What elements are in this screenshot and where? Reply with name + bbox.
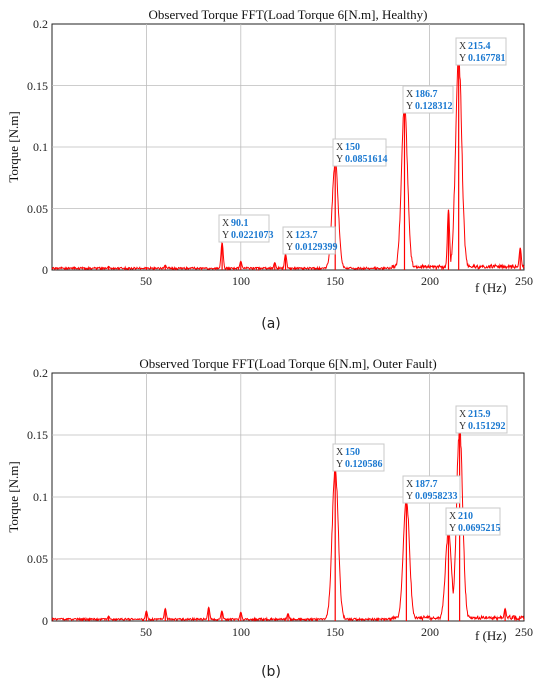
datatip-x-label: X bbox=[406, 89, 414, 100]
datatip-y-value: 0.151292 bbox=[468, 421, 506, 432]
chart-b: Observed Torque FFT(Load Torque 6[N.m], … bbox=[6, 356, 533, 680]
datatip-y-value: 0.0129399 bbox=[295, 242, 338, 253]
chart-a-x-axis-label: f (Hz) bbox=[475, 280, 506, 295]
chart-b-peaks bbox=[108, 433, 506, 621]
chart-a-x-ticks: 50 100 150 200 250 bbox=[140, 274, 533, 288]
chart-a-ytick: 0.2 bbox=[33, 17, 48, 31]
chart-a-peaks bbox=[108, 63, 521, 270]
chart-a-caption: (a) bbox=[261, 316, 281, 332]
datatip-x-value: 90.1 bbox=[231, 218, 249, 229]
datatip-x-value: 150 bbox=[345, 447, 360, 458]
datatip-x-label: X bbox=[336, 447, 344, 458]
chart-b-ytick: 0.05 bbox=[27, 552, 48, 566]
datatip-y-value: 0.120586 bbox=[345, 459, 383, 470]
chart-a: Observed Torque FFT(Load Torque 6[N.m], … bbox=[6, 7, 533, 332]
chart-a-xtick: 200 bbox=[421, 274, 439, 288]
datatip-x-value: 123.7 bbox=[295, 230, 318, 241]
chart-a-ytick: 0.1 bbox=[33, 140, 48, 154]
chart-a-datatip: X 186.7 Y 0.128312 bbox=[402, 85, 454, 114]
datatip-y-label: Y bbox=[459, 421, 466, 432]
datatip-x-label: X bbox=[222, 218, 230, 229]
datatip-x-label: X bbox=[459, 409, 467, 420]
chart-b-title: Observed Torque FFT(Load Torque 6[N.m], … bbox=[139, 356, 436, 371]
chart-b-xtick: 150 bbox=[326, 625, 344, 639]
chart-a-ytick: 0 bbox=[42, 263, 48, 277]
chart-a-datatip: X 90.1 Y 0.0221073 bbox=[218, 214, 274, 243]
chart-a-y-axis-label: Torque [N.m] bbox=[6, 111, 21, 182]
chart-b-xtick: 200 bbox=[421, 625, 439, 639]
chart-a-xtick: 250 bbox=[515, 274, 533, 288]
chart-a-y-ticks: 0 0.05 0.1 0.15 0.2 bbox=[27, 17, 48, 277]
chart-b-datatip: X 215.9 Y 0.151292 bbox=[455, 405, 508, 434]
datatip-y-value: 0.167781 bbox=[468, 53, 506, 64]
datatip-box bbox=[402, 475, 461, 504]
datatip-y-label: Y bbox=[406, 101, 413, 112]
chart-b-caption: (b) bbox=[261, 664, 281, 680]
datatip-x-value: 186.7 bbox=[415, 89, 438, 100]
datatip-y-label: Y bbox=[459, 53, 466, 64]
chart-b-ytick: 0 bbox=[42, 614, 48, 628]
datatip-x-label: X bbox=[406, 479, 414, 490]
datatip-box bbox=[332, 138, 387, 167]
datatip-y-label: Y bbox=[222, 230, 229, 241]
chart-b-xtick: 250 bbox=[515, 625, 533, 639]
chart-b-x-ticks: 50 100 150 200 250 bbox=[140, 625, 533, 639]
datatip-box bbox=[455, 37, 507, 66]
chart-a-ytick: 0.15 bbox=[27, 79, 48, 93]
chart-a-xtick: 150 bbox=[326, 274, 344, 288]
datatip-y-label: Y bbox=[336, 459, 343, 470]
datatip-y-label: Y bbox=[449, 523, 456, 534]
chart-b-x-axis-label: f (Hz) bbox=[475, 628, 506, 643]
datatip-x-value: 150 bbox=[345, 142, 360, 153]
chart-b-datatip: X 210 Y 0.0695215 bbox=[445, 507, 501, 536]
chart-b-ytick: 0.2 bbox=[33, 366, 48, 380]
datatip-x-label: X bbox=[459, 41, 467, 52]
datatip-box bbox=[455, 405, 508, 434]
datatip-box bbox=[445, 507, 501, 536]
datatip-x-label: X bbox=[449, 511, 457, 522]
datatip-y-label: Y bbox=[286, 242, 293, 253]
chart-b-y-axis-label: Torque [N.m] bbox=[6, 461, 21, 532]
chart-a-title: Observed Torque FFT(Load Torque 6[N.m], … bbox=[149, 7, 428, 22]
datatip-box bbox=[332, 443, 385, 472]
chart-b-ytick: 0.1 bbox=[33, 490, 48, 504]
chart-b-datatip: X 187.7 Y 0.0958233 bbox=[402, 475, 461, 504]
datatip-box bbox=[402, 85, 454, 114]
chart-b-xtick: 50 bbox=[140, 625, 152, 639]
chart-a-ytick: 0.05 bbox=[27, 202, 48, 216]
datatip-y-value: 0.0958233 bbox=[415, 491, 458, 502]
datatip-x-value: 187.7 bbox=[415, 479, 438, 490]
chart-b-xtick: 100 bbox=[232, 625, 250, 639]
chart-a-datatip: X 215.4 Y 0.167781 bbox=[455, 37, 507, 66]
chart-a-xtick: 100 bbox=[232, 274, 250, 288]
datatip-y-value: 0.0851614 bbox=[345, 154, 388, 165]
chart-a-series-line bbox=[51, 57, 525, 272]
datatip-x-value: 210 bbox=[458, 511, 473, 522]
chart-b-ytick: 0.15 bbox=[27, 428, 48, 442]
datatip-y-value: 0.128312 bbox=[415, 101, 453, 112]
datatip-x-value: 215.4 bbox=[468, 41, 491, 52]
datatip-y-value: 0.0695215 bbox=[458, 523, 501, 534]
chart-b-datatip: X 150 Y 0.120586 bbox=[332, 443, 385, 472]
chart-a-datatip: X 123.7 Y 0.0129399 bbox=[282, 226, 338, 255]
datatip-box bbox=[282, 226, 336, 255]
chart-a-xtick: 50 bbox=[140, 274, 152, 288]
datatip-y-value: 0.0221073 bbox=[231, 230, 274, 241]
chart-b-y-ticks: 0 0.05 0.1 0.15 0.2 bbox=[27, 366, 48, 628]
datatip-box bbox=[218, 214, 270, 243]
datatip-x-label: X bbox=[336, 142, 344, 153]
datatip-y-label: Y bbox=[336, 154, 343, 165]
chart-a-datatip: X 150 Y 0.0851614 bbox=[332, 138, 388, 167]
datatip-x-label: X bbox=[286, 230, 294, 241]
datatip-x-value: 215.9 bbox=[468, 409, 491, 420]
datatip-y-label: Y bbox=[406, 491, 413, 502]
